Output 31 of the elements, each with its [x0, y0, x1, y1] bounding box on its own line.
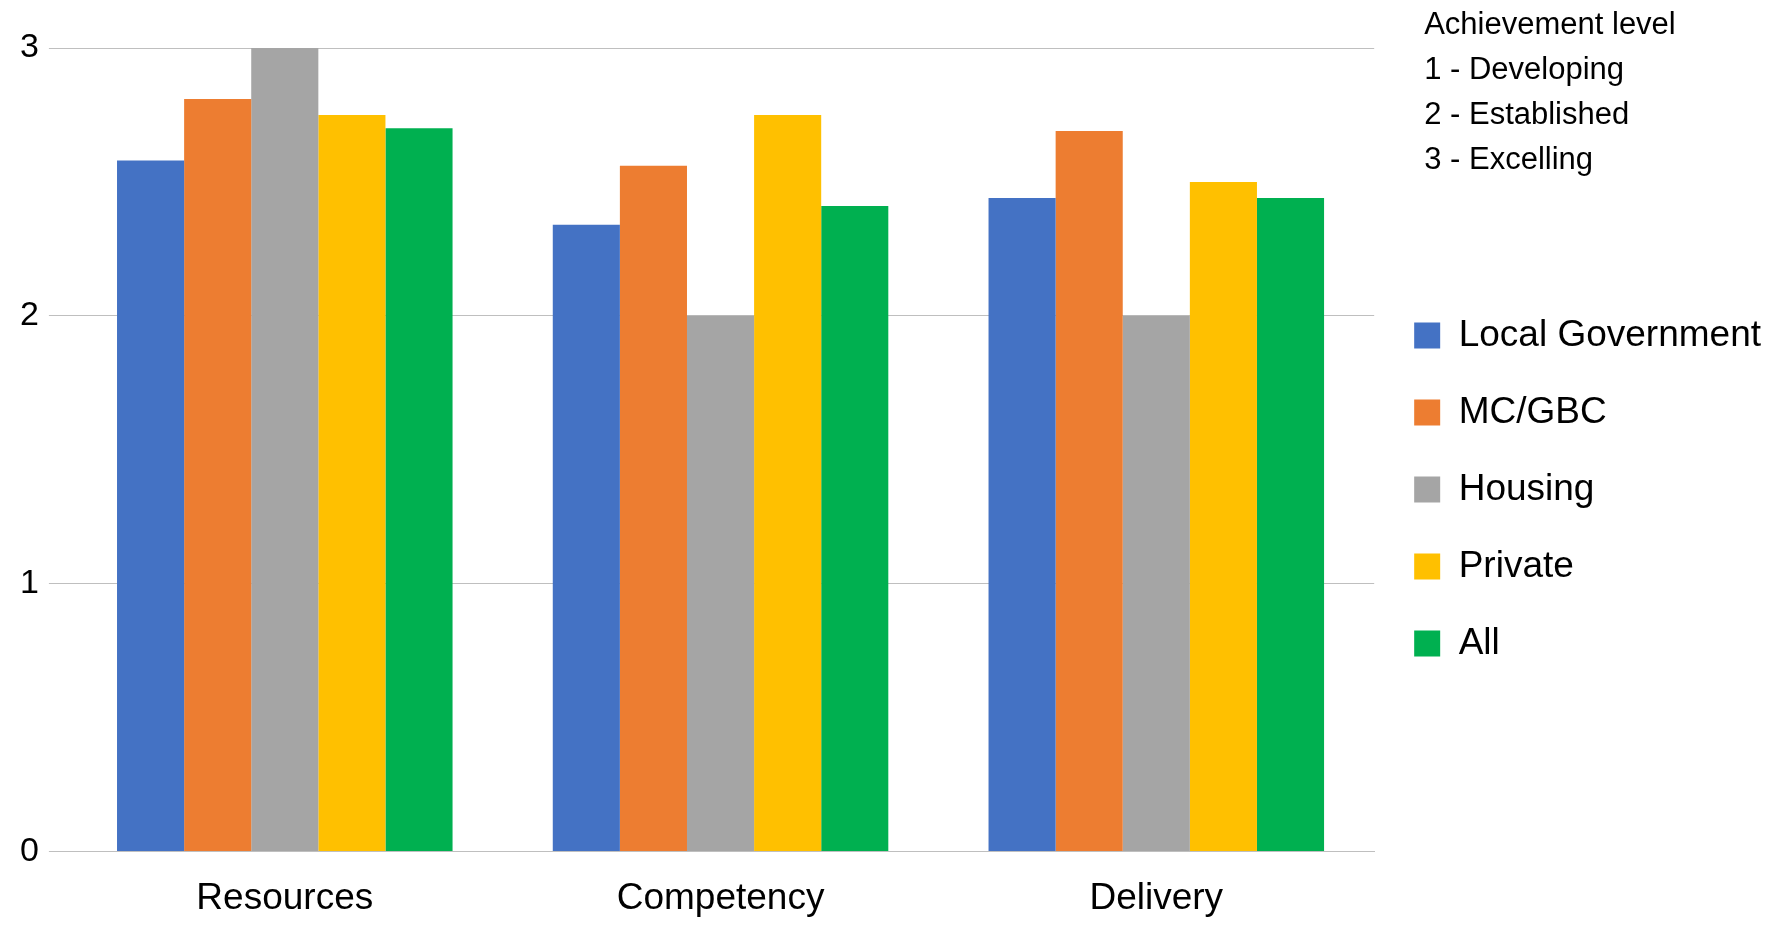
bar — [184, 98, 252, 852]
bar — [619, 165, 687, 852]
legend-label: Housing — [1458, 466, 1595, 508]
y-tick-label: 3 — [19, 26, 39, 65]
bar — [686, 315, 755, 852]
bar — [821, 206, 889, 852]
text: 1 - Developing — [1424, 51, 1625, 87]
legend-label: All — [1458, 620, 1500, 662]
text: Achievement level — [1424, 6, 1676, 42]
bar — [754, 114, 822, 852]
bar — [1256, 198, 1325, 852]
y-tick-label: 0 — [19, 829, 39, 868]
x-tick-label: Resources — [196, 876, 374, 917]
bar — [1122, 315, 1190, 852]
bar — [251, 48, 319, 852]
text: 2 - Established — [1424, 96, 1630, 132]
y-tick-label: 1 — [19, 562, 39, 601]
bar — [1189, 181, 1257, 852]
x-tick-label: Competency — [616, 876, 825, 917]
bar — [988, 198, 1056, 852]
legend-label: Private — [1458, 543, 1574, 585]
bar — [385, 128, 453, 852]
legend-label: Local Government — [1458, 312, 1762, 354]
bar — [1055, 131, 1123, 852]
bar — [552, 224, 620, 852]
legend-label: MC/GBC — [1458, 389, 1607, 431]
x-tick-label: Delivery — [1089, 876, 1224, 917]
text: 3 - Excelling — [1424, 141, 1594, 177]
bar — [117, 160, 185, 852]
y-tick-label: 2 — [19, 294, 39, 333]
bar — [318, 114, 386, 852]
